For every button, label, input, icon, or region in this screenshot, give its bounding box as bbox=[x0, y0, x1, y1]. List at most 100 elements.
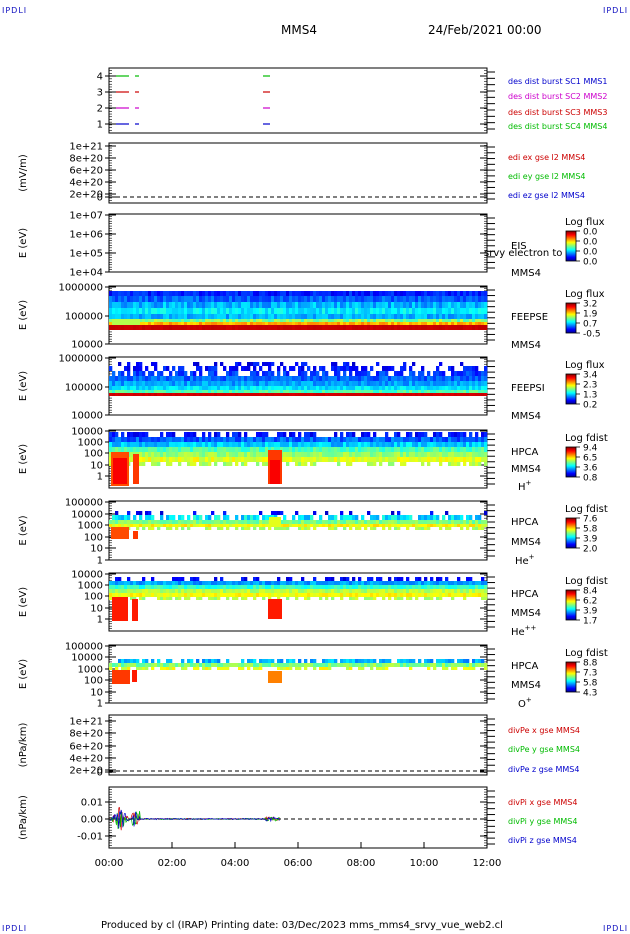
ytick-label: 0 bbox=[97, 768, 103, 779]
colorbar-tick: 1.7 bbox=[583, 617, 597, 627]
colorbar-tick: 3.2 bbox=[583, 300, 597, 310]
ylabel-hpca-he: E (eV) bbox=[18, 515, 29, 545]
ytick-label: 1000 bbox=[78, 438, 103, 449]
ytick-label: 0.00 bbox=[81, 815, 103, 826]
colorbar-tick: 4.3 bbox=[583, 689, 597, 699]
ylabel-divpe: (nPa/km) bbox=[18, 723, 29, 768]
ytick-label: 10 bbox=[90, 544, 103, 555]
colorbar-tick: 7.3 bbox=[583, 669, 597, 679]
spike bbox=[112, 597, 128, 621]
legend-item: des dist burst SC3 MMS3 bbox=[508, 108, 607, 117]
ytick-label: 10 bbox=[90, 461, 103, 472]
species-label: H+ bbox=[518, 479, 532, 493]
legend-item: divPi y gse MMS4 bbox=[508, 817, 577, 826]
panel-hpca-he bbox=[108, 500, 488, 561]
corner-mark-bottom-right: IPDLI bbox=[603, 924, 629, 933]
spike bbox=[133, 531, 138, 539]
spectrogram-hpca-o bbox=[109, 659, 488, 684]
instrument-spacecraft: MMS4 bbox=[511, 340, 541, 351]
colorbar-title: Log fdist bbox=[565, 504, 608, 515]
ytick-label: 8e+20 bbox=[69, 154, 103, 165]
xtick-label: 10:00 bbox=[410, 858, 439, 869]
ylabel-edi-e: (mV/m) bbox=[18, 154, 29, 192]
legend-item: des dist burst SC2 MMS2 bbox=[508, 92, 607, 101]
colorbar-tick: 3.6 bbox=[583, 464, 598, 474]
colorbar-title: Log flux bbox=[565, 217, 605, 228]
instrument-name: HPCA bbox=[511, 517, 539, 528]
instrument-spacecraft: MMS4 bbox=[511, 268, 541, 279]
ytick-label: 4e+20 bbox=[69, 754, 103, 765]
colorbar-title: Log flux bbox=[565, 360, 605, 371]
ytick-label: 1000000 bbox=[58, 354, 103, 365]
colorbar-tick: 0.0 bbox=[583, 238, 598, 248]
ytick-label: 10000 bbox=[71, 411, 103, 422]
spike bbox=[132, 670, 137, 682]
divpi-traces bbox=[109, 807, 280, 831]
panel-eis bbox=[108, 213, 488, 273]
ytick-label: 3 bbox=[97, 88, 103, 99]
colorbar-tick: 0.0 bbox=[583, 228, 598, 238]
panel-divpi bbox=[108, 786, 488, 849]
ylabel-feepse: E (eV) bbox=[18, 300, 29, 330]
spike bbox=[132, 599, 138, 621]
footer-credits: Produced by cl (IRAP) Printing date: 03/… bbox=[101, 920, 503, 931]
xtick-label: 06:00 bbox=[284, 858, 313, 869]
legend-item: divPi x gse MMS4 bbox=[508, 798, 577, 807]
legend-item: divPe x gse MMS4 bbox=[508, 726, 580, 735]
spike bbox=[111, 527, 129, 539]
ytick-label: 1e+04 bbox=[69, 268, 103, 279]
colorbar-tick: 6.5 bbox=[583, 454, 597, 464]
spectrogram-hpca-he2 bbox=[109, 577, 488, 621]
colorbar-tick: 1.3 bbox=[583, 391, 597, 401]
legend-item: divPe y gse MMS4 bbox=[508, 745, 580, 754]
colorbar-tick: 0.0 bbox=[583, 258, 598, 268]
instrument-name: FEEPSE bbox=[511, 312, 548, 323]
spike bbox=[268, 671, 282, 683]
ytick-label: 1e+06 bbox=[69, 230, 103, 241]
legend-item: divPi z gse MMS4 bbox=[508, 836, 577, 845]
spacecraft-title: MMS4 bbox=[281, 23, 317, 37]
corner-mark-top-left: IPDLI bbox=[2, 6, 28, 15]
instrument-name: EIS bbox=[511, 241, 527, 252]
ytick-label: 8e+20 bbox=[69, 729, 103, 740]
ytick-label: 1000000 bbox=[58, 283, 103, 294]
ytick-label: 6e+20 bbox=[69, 742, 103, 753]
ytick-label: 10 bbox=[90, 688, 103, 699]
ytick-label: 1e+21 bbox=[69, 717, 103, 728]
colorbar-tick: 5.8 bbox=[583, 679, 598, 689]
ytick-label: 1 bbox=[97, 120, 103, 131]
ytick-label: 100000 bbox=[65, 383, 103, 394]
colorbar-title: Log flux bbox=[565, 289, 605, 300]
spike bbox=[112, 319, 140, 325]
legend-item: edi ey gse l2 MMS4 bbox=[508, 172, 586, 181]
legend-item: des dist burst SC1 MMS1 bbox=[508, 77, 607, 86]
ytick-label: 100 bbox=[84, 533, 103, 544]
legend-item: edi ez gse l2 MMS4 bbox=[508, 191, 585, 200]
instrument-spacecraft: MMS4 bbox=[511, 464, 541, 475]
spectrogram-feepsi bbox=[109, 362, 488, 396]
date-title: 24/Feb/2021 00:00 bbox=[428, 23, 542, 37]
colorbar-tick: 0.7 bbox=[583, 320, 597, 330]
ytick-label: 2e+20 bbox=[69, 766, 103, 777]
ytick-label: 2e+20 bbox=[69, 190, 103, 201]
species-label: He+ bbox=[515, 553, 535, 567]
spectrogram-feepse bbox=[109, 291, 488, 330]
legend-item: divPe z gse MMS4 bbox=[508, 765, 579, 774]
ytick-label: 100 bbox=[84, 676, 103, 687]
ytick-label: 1000 bbox=[78, 581, 103, 592]
panel-hpca-o bbox=[108, 644, 488, 704]
colorbar-tick: 0.0 bbox=[583, 248, 598, 258]
colorbar-tick: 5.8 bbox=[583, 525, 598, 535]
ytick-label: -0.01 bbox=[77, 832, 103, 843]
spectrogram-hpca-h bbox=[109, 432, 488, 486]
species-label: He++ bbox=[511, 624, 537, 638]
ytick-label: 100000 bbox=[65, 642, 103, 653]
instrument-spacecraft: MMS4 bbox=[511, 537, 541, 548]
